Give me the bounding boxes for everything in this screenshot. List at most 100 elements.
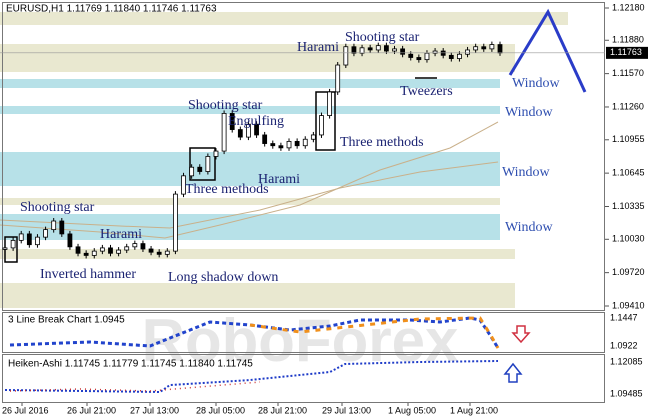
candle bbox=[497, 44, 503, 54]
candle bbox=[156, 251, 162, 255]
candle bbox=[286, 141, 292, 149]
annotation: Engulfing bbox=[228, 114, 284, 129]
candle bbox=[375, 45, 381, 51]
candle bbox=[351, 46, 357, 54]
candle bbox=[416, 57, 422, 61]
candle bbox=[432, 50, 438, 54]
up-arrow bbox=[503, 362, 523, 383]
candle bbox=[91, 250, 97, 256]
x-tick-label: 26 Jul 2016 bbox=[2, 405, 49, 415]
frames bbox=[2, 2, 605, 403]
indicator-tick: 1.1447 bbox=[610, 312, 638, 322]
last-price-label: 1.11763 bbox=[610, 47, 642, 57]
candle bbox=[262, 134, 268, 144]
y-tick-label: 1.11260 bbox=[612, 101, 644, 111]
heiken-ashi bbox=[4, 360, 499, 394]
line-break bbox=[9, 316, 500, 349]
x-tick-label: 28 Jul 21:00 bbox=[258, 405, 307, 415]
x-tick-label: 26 Jul 21:00 bbox=[67, 405, 116, 415]
candle bbox=[448, 54, 454, 59]
candle bbox=[237, 129, 243, 138]
candle bbox=[254, 123, 259, 136]
candle bbox=[367, 47, 373, 51]
candle bbox=[197, 166, 203, 172]
annotation: Window bbox=[505, 105, 554, 120]
candle bbox=[59, 220, 65, 235]
x-tick-label: 29 Jul 13:00 bbox=[322, 405, 371, 415]
candle bbox=[148, 248, 154, 253]
candle bbox=[246, 123, 251, 138]
annotation: Harami bbox=[297, 40, 339, 55]
candle bbox=[132, 243, 138, 248]
annotation: Three methods bbox=[340, 135, 424, 150]
candle bbox=[473, 46, 479, 51]
x-tick-label: 28 Jul 05:00 bbox=[196, 405, 245, 415]
candle bbox=[75, 246, 81, 254]
forecast-arrow bbox=[508, 8, 587, 93]
candle bbox=[99, 247, 105, 252]
candle bbox=[335, 64, 341, 93]
indicator-tick: 1.0922 bbox=[610, 340, 638, 350]
heiken-ashi-down bbox=[9, 381, 261, 392]
annotation: Harami bbox=[100, 227, 142, 242]
candle bbox=[359, 47, 365, 54]
annotation: Shooting star bbox=[345, 30, 420, 45]
y-tick-label: 1.11570 bbox=[612, 68, 644, 78]
candle bbox=[270, 143, 276, 147]
candle bbox=[489, 44, 495, 50]
candle bbox=[35, 236, 40, 246]
annotation: Window bbox=[502, 165, 551, 180]
candle bbox=[481, 46, 487, 50]
candle bbox=[424, 52, 430, 61]
candle bbox=[302, 138, 308, 147]
x-tick-label: 1 Aug 05:00 bbox=[388, 405, 436, 415]
y-tick-label: 1.10030 bbox=[612, 234, 645, 244]
indicator-tick: 1.09485 bbox=[610, 388, 643, 398]
candle bbox=[124, 246, 130, 251]
candle bbox=[294, 141, 300, 147]
candle bbox=[43, 229, 48, 238]
candle bbox=[205, 156, 211, 172]
annotation: Inverted hammer bbox=[40, 267, 136, 282]
candle bbox=[51, 220, 57, 231]
y-tick-label: 1.10335 bbox=[612, 201, 645, 211]
candle bbox=[221, 113, 227, 152]
candle bbox=[213, 150, 219, 157]
zones bbox=[0, 12, 568, 308]
last-price-box bbox=[606, 46, 648, 59]
indicator-label: Heiken-Ashi 1.11745 1.11779 1.11745 1.11… bbox=[8, 359, 253, 370]
annotation: Window bbox=[512, 76, 561, 91]
candle bbox=[67, 233, 73, 248]
moving-average bbox=[0, 121, 499, 239]
annotation: Long shadow down bbox=[168, 270, 278, 285]
candle bbox=[327, 91, 332, 116]
candle bbox=[18, 233, 24, 241]
header: EURUSD,H1 1.11769 1.11840 1.11746 1.1176… bbox=[6, 4, 217, 15]
candle bbox=[457, 53, 462, 59]
y-tick-label: 1.10955 bbox=[612, 134, 645, 144]
candle bbox=[173, 193, 178, 252]
candle bbox=[140, 243, 146, 250]
candle bbox=[2, 247, 8, 250]
annotation: Harami bbox=[258, 172, 300, 187]
y-tick-label: 1.10645 bbox=[612, 168, 645, 178]
candle bbox=[383, 45, 389, 52]
annotation: Shooting star bbox=[20, 200, 95, 215]
moving-average bbox=[0, 161, 499, 229]
candle bbox=[10, 239, 16, 249]
candle bbox=[392, 48, 397, 52]
candle bbox=[26, 233, 32, 246]
candle bbox=[229, 113, 235, 130]
y-tick-label: 1.12180 bbox=[612, 2, 645, 12]
annotation: Shooting star bbox=[188, 98, 263, 113]
candle bbox=[440, 50, 446, 56]
y-tick-label: 1.09410 bbox=[612, 300, 645, 310]
candle bbox=[83, 252, 89, 256]
candle bbox=[343, 46, 349, 66]
x-tick-label: 1 Aug 21:00 bbox=[450, 405, 498, 415]
candle bbox=[465, 49, 470, 55]
candle bbox=[319, 115, 324, 136]
candle bbox=[278, 145, 284, 149]
indicator-tick: 1.12085 bbox=[610, 356, 643, 366]
